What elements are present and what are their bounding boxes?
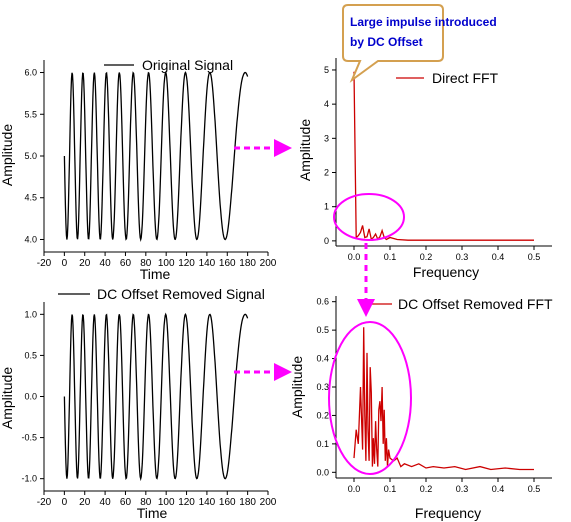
series-line: [63, 312, 249, 482]
x-tick-label: 180: [239, 497, 256, 508]
y-tick-label: 1: [324, 202, 329, 212]
y-tick-label: 5.5: [24, 109, 37, 119]
x-tick-label: 140: [199, 258, 216, 269]
series-line: [353, 327, 534, 471]
legend-original: Original Signal: [142, 57, 233, 73]
x-tick-label: 140: [199, 497, 216, 508]
callout-line-2: by DC Offset: [350, 35, 423, 49]
y-tick-label: 3: [324, 133, 329, 143]
x-tick-label: -20: [37, 258, 52, 269]
y-tick-label: 0.0: [316, 467, 329, 477]
y-tick-label: 0: [324, 236, 329, 246]
ylabel-original: Amplitude: [0, 124, 15, 186]
x-tick-label: 200: [260, 497, 277, 508]
ylabel-dc-removed-fft: Amplitude: [289, 356, 305, 418]
y-tick-label: 4: [324, 99, 329, 109]
y-tick-label: -1.0: [21, 474, 37, 484]
x-tick-label: 80: [140, 258, 152, 269]
xlabel-dc-removed-signal: Time: [137, 505, 168, 521]
axes-original-signal: -20 0 20 40 60 80 100 120 140 160 180 200 4.0 4.5 5.0 5…: [24, 60, 277, 269]
y-tick-label: 4.0: [24, 234, 37, 244]
axes-dc-removed-signal: -20 0 20 40 60 80 100 120 140 160 180 200 -1.0 -0.5 0.…: [21, 302, 277, 508]
y-tick-label: 0.5: [316, 325, 329, 335]
x-tick-label: 60: [120, 258, 132, 269]
x-tick-label: 160: [219, 497, 236, 508]
x-tick-label: 0.3: [456, 484, 469, 494]
xlabel-direct-fft: Frequency: [413, 264, 479, 280]
callout-bubble: [342, 4, 444, 83]
x-tick-label: 0.4: [492, 484, 505, 494]
x-tick-label: 200: [260, 258, 277, 269]
y-tick-label: 6.0: [24, 68, 37, 78]
xlabel-dc-removed-fft: Frequency: [415, 505, 481, 521]
y-tick-label: 0.1: [316, 439, 329, 449]
x-tick-label: 60: [120, 497, 132, 508]
axes-direct-fft: 0.0 0.1 0.2 0.3 0.4 0.5 0 1 2 3 4 5: [324, 58, 552, 262]
x-tick-label: 80: [140, 497, 152, 508]
x-tick-label: 40: [100, 497, 112, 508]
x-tick-label: 0.4: [492, 252, 505, 262]
x-tick-label: 0.1: [384, 484, 397, 494]
x-tick-label: -20: [37, 497, 52, 508]
ylabel-dc-removed-signal: Amplitude: [0, 367, 15, 429]
x-tick-label: 0.1: [384, 252, 397, 262]
x-tick-label: 0.0: [348, 484, 361, 494]
panel-original-signal: -20 0 20 40 60 80 100 120 140 160 180 200 4.0 4.5 5.0 5…: [0, 57, 277, 282]
x-tick-label: 120: [178, 497, 195, 508]
highlight-ellipse-direct-fft: [333, 193, 405, 241]
y-tick-label: 5.0: [24, 151, 37, 161]
y-tick-label: 0.6: [316, 297, 329, 307]
y-tick-label: 0.3: [316, 382, 329, 392]
y-tick-label: 0.0: [24, 392, 37, 402]
x-tick-label: 0.5: [528, 252, 541, 262]
x-tick-label: 0.2: [420, 252, 433, 262]
x-tick-label: 180: [239, 258, 256, 269]
legend-dc-removed-fft: DC Offset Removed FFT: [398, 296, 553, 312]
axes-dc-removed-fft: 0.0 0.1 0.2 0.3 0.4 0.5 0.0 0.1 0.2 0.3 0.4 0.5 0.6: [316, 296, 552, 494]
y-tick-label: 4.5: [24, 193, 37, 203]
y-tick-label: -0.5: [21, 433, 37, 443]
y-tick-label: 0.4: [316, 354, 329, 364]
x-tick-label: 100: [158, 258, 175, 269]
y-tick-label: 0.2: [316, 410, 329, 420]
x-tick-label: 0.2: [420, 484, 433, 494]
callout: Large impulse introduced by DC Offset: [342, 4, 497, 83]
panel-direct-fft: 0.0 0.1 0.2 0.3 0.4 0.5 0 1 2 3 4 5 Amplitude Frequ…: [297, 58, 552, 280]
legend-direct-fft: Direct FFT: [432, 70, 499, 86]
callout-line-1: Large impulse introduced: [350, 15, 497, 29]
x-tick-label: 0.3: [456, 252, 469, 262]
ylabel-direct-fft: Amplitude: [297, 119, 313, 181]
x-tick-label: 40: [100, 258, 112, 269]
series-line: [63, 70, 249, 242]
legend-dc-removed-signal: DC Offset Removed Signal: [97, 286, 265, 302]
y-tick-label: 1.0: [24, 309, 37, 319]
x-tick-label: 0.0: [348, 252, 361, 262]
y-tick-label: 2: [324, 168, 329, 178]
x-tick-label: 0: [62, 497, 68, 508]
x-tick-label: 0.5: [528, 484, 541, 494]
x-tick-label: 0: [62, 258, 68, 269]
series-line: [353, 71, 534, 241]
xlabel-original: Time: [140, 266, 171, 282]
x-tick-label: 20: [79, 497, 91, 508]
x-tick-label: 100: [158, 497, 175, 508]
x-tick-label: 20: [79, 258, 91, 269]
panel-dc-removed-signal: -20 0 20 40 60 80 100 120 140 160 180 200 -1.0 -0.5 0.…: [0, 286, 277, 521]
x-tick-label: 120: [178, 258, 195, 269]
x-tick-label: 160: [219, 258, 236, 269]
y-tick-label: 0.5: [24, 350, 37, 360]
highlight-ellipse-dc-removed-fft: [328, 321, 412, 475]
panel-dc-removed-fft: 0.0 0.1 0.2 0.3 0.4 0.50.00.10.20.30.40.50.6 …: [289, 296, 553, 521]
y-tick-label: 5: [324, 65, 329, 75]
